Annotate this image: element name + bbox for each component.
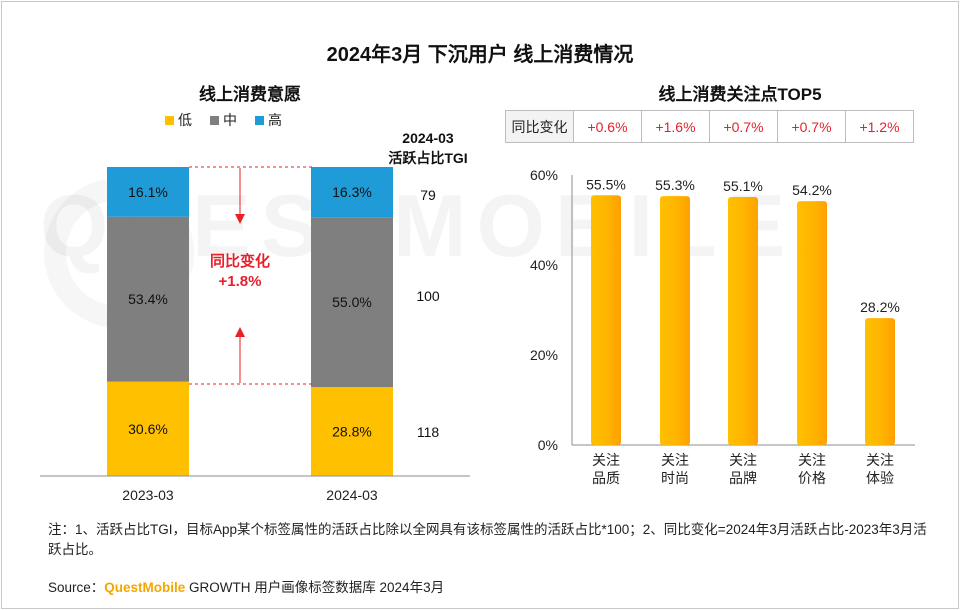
top5-category-line1-1: 关注 [661,452,689,468]
top5-bar-3 [797,201,827,445]
arrow-down-head [235,214,245,224]
stack-segment-high-2024-03 [311,167,393,218]
stack-segment-high-2023-03 [107,167,189,217]
yoy-cell-quality: +0.6% [573,110,642,143]
yoy-cell-brand: +0.7% [709,110,778,143]
top5-category-line2-3: 价格 [798,470,826,486]
top5-category-line1-4: 关注 [866,452,894,468]
tgi-value-mid: 100 [416,288,440,304]
source-prefix: Source： [48,580,105,595]
stack-segment-mid-2023-03 [107,216,189,382]
stack-segment-mid-2024-03 [311,217,393,388]
yoy-cell-experience: +1.2% [845,110,914,143]
source-suffix: GROWTH 用户画像标签数据库 2024年3月 [185,580,445,595]
top5-category-line2-0: 品质 [592,470,620,486]
top5-bar-0 [591,195,621,445]
page-title: 2024年3月 下沉用户 线上消费情况 [326,44,634,66]
change-label: 同比变化 [210,252,270,270]
stack-label-low-2024-03: 28.8% [332,424,372,440]
tgi-header-date: 2024-03 [402,130,454,146]
top5-value-label-1: 55.3% [655,177,695,193]
legend-item-high: 高 [255,110,282,130]
top5-category-line2-2: 品牌 [729,470,757,486]
arrow-up-head [235,327,245,337]
source-brand: QuestMobile [104,580,186,595]
x-tick-2024-03: 2024-03 [326,487,378,503]
x-tick-2023-03: 2023-03 [122,487,174,503]
right-chart-title: 线上消费关注点TOP5 [658,85,822,104]
stacked-bar-chart: 30.6% 53.4% 16.1% 28.8% 55.0% 16.3% 同比变化 +1.8… [40,166,470,503]
stack-segment-low-2024-03 [311,387,393,476]
legend-label-low: 低 [178,112,192,128]
stack-label-high-2024-03: 16.3% [332,184,372,200]
tgi-header-label: 活跃占比TGI [388,150,468,166]
y-tick-60: 60% [530,167,558,183]
legend-item-low: 低 [165,110,192,130]
yoy-header-cell: 同比变化 [505,110,574,143]
y-tick-40: 40% [530,257,558,273]
top5-bar-4 [865,318,895,445]
top5-value-label-4: 28.2% [860,299,900,315]
stack-label-low-2023-03: 30.6% [128,421,168,437]
top5-category-line2-4: 体验 [866,470,894,486]
footnote: 注：1、活跃占比TGI，目标App某个标签属性的活跃占比除以全网具有该标签属性的… [48,522,927,557]
legend-swatch-mid [210,115,219,125]
top5-category-line1-2: 关注 [729,452,757,468]
top5-category-line2-1: 时尚 [661,470,689,486]
yoy-cell-fashion: +1.6% [641,110,710,143]
y-tick-0: 0% [538,437,558,453]
stack-label-mid-2023-03: 53.4% [128,291,168,307]
stack-label-mid-2024-03: 55.0% [332,294,372,310]
legend-swatch-low [165,115,174,125]
top5-value-label-0: 55.5% [586,176,626,192]
left-chart-legend: 低 中 高 [165,110,282,130]
yoy-cell-price: +0.7% [777,110,846,143]
tgi-header: 2024-03 活跃占比TGI [378,128,478,168]
top5-value-label-2: 55.1% [723,178,763,194]
left-chart-title: 线上消费意愿 [199,85,301,104]
top5-value-label-3: 54.2% [792,182,832,198]
top5-bar-2 [728,197,758,445]
stack-label-high-2023-03: 16.1% [128,184,168,200]
top5-category-line1-0: 关注 [592,452,620,468]
top5-category-line1-3: 关注 [798,452,826,468]
yoy-change-table: 同比变化 +0.6% +1.6% +0.7% +0.7% +1.2% [505,110,914,143]
top5-bar-1 [660,196,690,445]
legend-label-mid: 中 [223,112,237,128]
tgi-value-low: 118 [416,424,440,440]
tgi-value-high: 79 [420,187,436,203]
stack-segment-low-2023-03 [107,381,189,476]
y-tick-20: 20% [530,347,558,363]
source-line: Source：QuestMobile GROWTH 用户画像标签数据库 2024… [48,576,444,596]
legend-swatch-high [255,115,264,125]
legend-label-high: 高 [268,112,282,128]
legend-item-mid: 中 [210,110,237,130]
change-value: +1.8% [219,273,262,290]
